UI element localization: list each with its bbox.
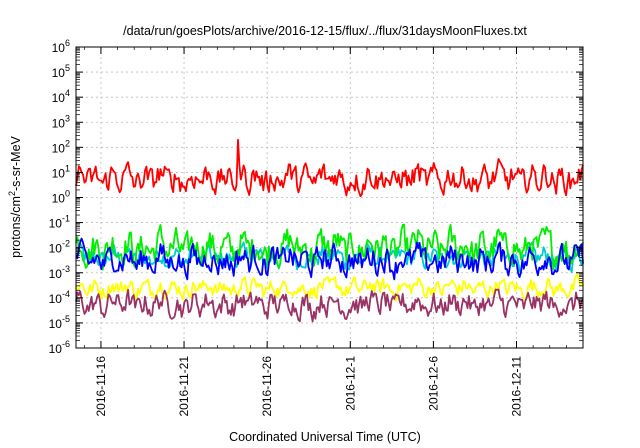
- y-tick-base: 10: [52, 192, 66, 206]
- y-axis: 10-610-510-410-310-210-11001011021031041…: [49, 38, 583, 356]
- y-tick-exp: -1: [62, 214, 70, 224]
- series-line-red: [75, 138, 584, 198]
- y-tick-base: 10: [52, 166, 66, 180]
- y-tick-base: 10: [52, 141, 66, 155]
- y-tick-label: 103: [52, 113, 70, 130]
- series-line-green: [75, 223, 584, 271]
- y-tick-label: 10-5: [49, 314, 70, 331]
- y-tick-label: 10-1: [49, 214, 70, 231]
- y-axis-label-sup: 2: [7, 191, 17, 196]
- y-tick-exp: 1: [65, 163, 70, 173]
- x-tick-label: 2016-12-1: [343, 356, 357, 411]
- y-tick-exp: 3: [65, 113, 70, 123]
- y-tick-base: 10: [49, 342, 63, 356]
- y-tick-base: 10: [49, 217, 63, 231]
- y-tick-exp: 2: [65, 138, 70, 148]
- series-line-blue: [75, 237, 584, 281]
- y-tick-label: 10-4: [49, 289, 70, 306]
- series-layer: [75, 138, 584, 323]
- x-axis-label: Coordinated Universal Time (UTC): [229, 430, 421, 444]
- y-tick-exp: 6: [65, 38, 70, 48]
- y-tick-base: 10: [49, 292, 63, 306]
- y-tick-base: 10: [52, 116, 66, 130]
- chart-title: /data/run/goesPlots/archive/2016-12-15/f…: [123, 24, 527, 38]
- x-tick-label: 2016-11-16: [94, 356, 108, 417]
- y-tick-exp: -2: [62, 239, 70, 249]
- y-axis-label-pre: protons/cm: [9, 196, 23, 258]
- x-axis: 2016-11-16 2016-11-21 2016-11-26 2016-12-1 2…: [83, 47, 567, 417]
- y-axis-label-post: -s-sr-MeV: [9, 135, 23, 191]
- y-tick-label: 100: [52, 189, 70, 206]
- y-tick-label: 106: [52, 38, 70, 55]
- y-tick-exp: -3: [62, 264, 70, 274]
- y-tick-base: 10: [52, 66, 66, 80]
- y-tick-base: 10: [52, 41, 66, 55]
- x-tick-label: 2016-12-6: [426, 356, 440, 411]
- y-tick-exp: 5: [65, 63, 70, 73]
- y-tick-exp: -5: [62, 314, 70, 324]
- y-tick-base: 10: [49, 242, 63, 256]
- x-tick-label: 2016-11-26: [260, 356, 274, 417]
- y-tick-base: 10: [52, 91, 66, 105]
- y-tick-exp: -4: [62, 289, 70, 299]
- y-tick-label: 10-2: [49, 239, 70, 256]
- series-line-purple: [75, 288, 584, 323]
- gridlines: [76, 47, 583, 348]
- y-tick-base: 10: [49, 317, 63, 331]
- y-tick-exp: 4: [65, 88, 70, 98]
- y-tick-label: 102: [52, 138, 70, 155]
- y-tick-label: 10-6: [49, 339, 70, 356]
- y-tick-label: 104: [52, 88, 70, 105]
- y-tick-label: 101: [52, 163, 70, 180]
- y-tick-label: 105: [52, 63, 70, 80]
- y-tick-label: 10-3: [49, 264, 70, 281]
- x-tick-label: 2016-12-11: [510, 356, 524, 417]
- y-axis-label: protons/cm2-s-sr-MeV: [7, 135, 23, 257]
- x-tick-label: 2016-11-21: [177, 356, 191, 417]
- y-tick-base: 10: [49, 267, 63, 281]
- y-tick-exp: 0: [65, 189, 70, 199]
- y-tick-exp: -6: [62, 339, 70, 349]
